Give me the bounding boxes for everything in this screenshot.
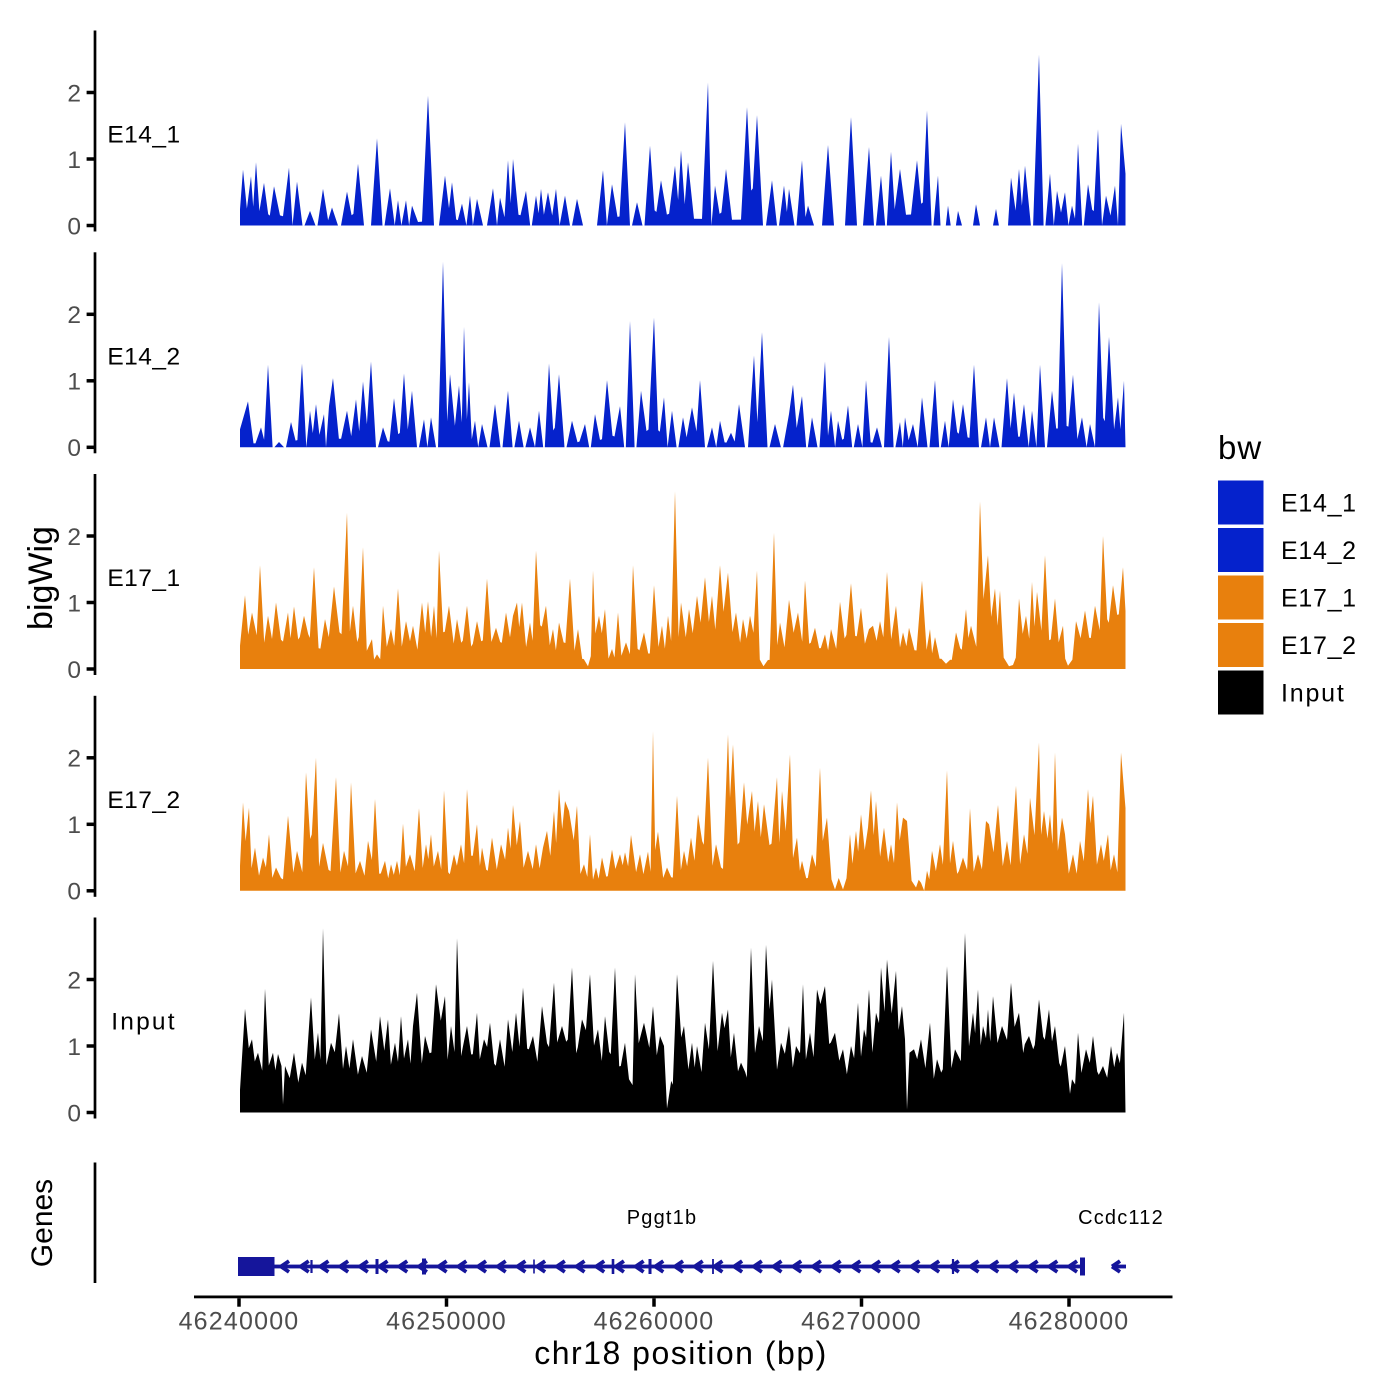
svg-text:1: 1 [67,147,81,174]
svg-text:bw: bw [1218,429,1262,466]
svg-text:E17_2: E17_2 [107,787,180,814]
svg-text:0: 0 [67,1100,81,1127]
svg-text:0: 0 [67,213,81,240]
svg-text:E17_1: E17_1 [107,565,180,592]
svg-text:46260000: 46260000 [594,1308,715,1336]
svg-text:46280000: 46280000 [1009,1308,1130,1336]
svg-text:chr18 position (bp): chr18 position (bp) [534,1335,828,1371]
svg-text:2: 2 [67,80,81,107]
svg-text:1: 1 [67,1034,81,1061]
svg-text:1: 1 [67,590,81,617]
svg-text:Genes: Genes [26,1179,59,1267]
svg-text:0: 0 [67,435,81,462]
svg-text:2: 2 [67,746,81,773]
svg-text:2: 2 [67,524,81,551]
svg-text:E14_1: E14_1 [1281,490,1357,518]
svg-text:2: 2 [67,302,81,329]
svg-text:Pggt1b: Pggt1b [627,1207,698,1229]
svg-text:1: 1 [67,812,81,839]
svg-text:0: 0 [67,879,81,906]
svg-text:2: 2 [67,967,81,994]
svg-text:bigWig: bigWig [22,526,60,630]
svg-text:46240000: 46240000 [179,1308,300,1336]
svg-text:Ccdc112: Ccdc112 [1078,1207,1164,1229]
svg-text:E17_1: E17_1 [1281,585,1357,613]
svg-text:Input: Input [111,1009,177,1036]
svg-text:46250000: 46250000 [386,1308,507,1336]
svg-text:1: 1 [67,369,81,396]
svg-text:E14_2: E14_2 [1281,537,1357,565]
svg-text:0: 0 [67,657,81,684]
svg-text:Input: Input [1281,680,1346,708]
svg-text:E17_2: E17_2 [1281,632,1357,660]
svg-text:E14_2: E14_2 [107,343,180,370]
svg-text:46270000: 46270000 [801,1308,922,1336]
svg-text:E14_1: E14_1 [107,122,180,149]
